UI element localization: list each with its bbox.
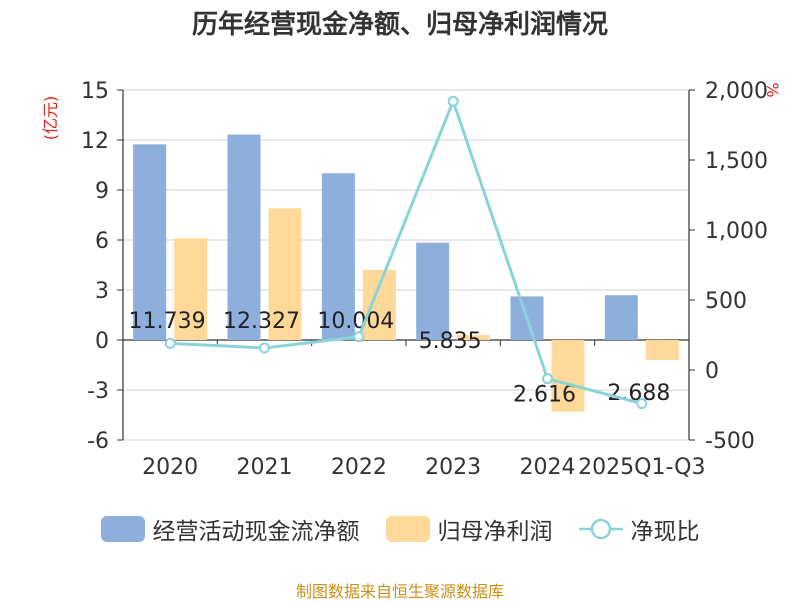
- y-left-tick-label: -3: [87, 379, 109, 404]
- y-right-tick-label: -500: [705, 429, 755, 454]
- y-right-tick-label: 1,000: [705, 219, 768, 244]
- legend-item-ratio[interactable]: 净现比: [578, 512, 700, 546]
- legend-label-profit: 归母净利润: [437, 519, 553, 545]
- legend: 经营活动现金流净额 归母净利润 净现比: [0, 512, 800, 546]
- point-ratio: [447, 95, 459, 107]
- legend-item-cashflow[interactable]: 经营活动现金流净额: [100, 512, 360, 546]
- y-right-unit: %: [763, 82, 782, 97]
- legend-label-cashflow: 经营活动现金流净额: [152, 519, 360, 545]
- bar-profit: [268, 208, 302, 340]
- bar-profit: [174, 238, 208, 340]
- point-ratio: [542, 373, 553, 385]
- y-left-unit: (亿元): [41, 96, 60, 141]
- y-left-tick-label: 9: [95, 179, 109, 204]
- x-tick-label: 2020: [142, 455, 198, 480]
- y-left-tick-label: -6: [87, 429, 109, 454]
- data-label-cashflow: 2.616: [513, 382, 576, 407]
- source-note: 制图数据来自恒生聚源数据库: [295, 582, 504, 601]
- y-left-tick-label: 0: [95, 329, 109, 354]
- x-tick-label: 2025Q1-Q3: [578, 455, 705, 480]
- x-tick-label: 2022: [331, 455, 387, 480]
- y-left-tick-label: 6: [95, 229, 109, 254]
- chart-plot: -6 -3 0 3 6 9 12 15 -500 0 500 1,000 1,500 2,000 (亿元)%…: [41, 79, 782, 480]
- chart-title: 历年经营现金净额、归母净利润情况: [191, 10, 608, 40]
- point-ratio: [636, 398, 648, 410]
- y-left-tick-label: 3: [95, 279, 109, 304]
- x-tick-label: 2021: [237, 455, 293, 480]
- x-tick-label: 2024: [520, 455, 576, 480]
- y-left-tick-label: 12: [81, 129, 109, 154]
- point-ratio: [164, 337, 176, 349]
- bar-cashflow: [321, 173, 355, 340]
- x-tick-label: 2023: [425, 455, 481, 480]
- bar-profit: [551, 340, 585, 412]
- bar-profit: [645, 340, 679, 360]
- legend-swatch-profit: [385, 516, 430, 542]
- line-ratio: [170, 96, 643, 406]
- bar-cashflow: [227, 134, 261, 340]
- data-label-cashflow: 11.739: [129, 309, 206, 334]
- bar-cashflow: [133, 144, 167, 340]
- data-label-cashflow: 10.004: [317, 309, 394, 334]
- y-right-tick-label: 2,000: [705, 79, 768, 104]
- point-ratio: [259, 342, 270, 354]
- bar-cashflow: [604, 295, 638, 340]
- legend-swatch-cashflow: [100, 516, 145, 542]
- point-ratio: [353, 331, 365, 343]
- data-label-cashflow: 12.327: [223, 309, 300, 334]
- data-label-cashflow: 5.835: [419, 329, 482, 354]
- y-right-tick-label: 1,500: [705, 149, 768, 174]
- y-left-tick-label: 15: [81, 79, 109, 104]
- legend-swatch-ratio: [578, 518, 623, 540]
- y-right-tick-label: 500: [705, 289, 747, 314]
- legend-label-ratio: 净现比: [630, 519, 700, 545]
- legend-item-profit[interactable]: 归母净利润: [385, 512, 553, 546]
- y-right-tick-label: 0: [705, 359, 719, 384]
- bar-cashflow: [416, 242, 450, 340]
- bar-profit: [457, 335, 491, 340]
